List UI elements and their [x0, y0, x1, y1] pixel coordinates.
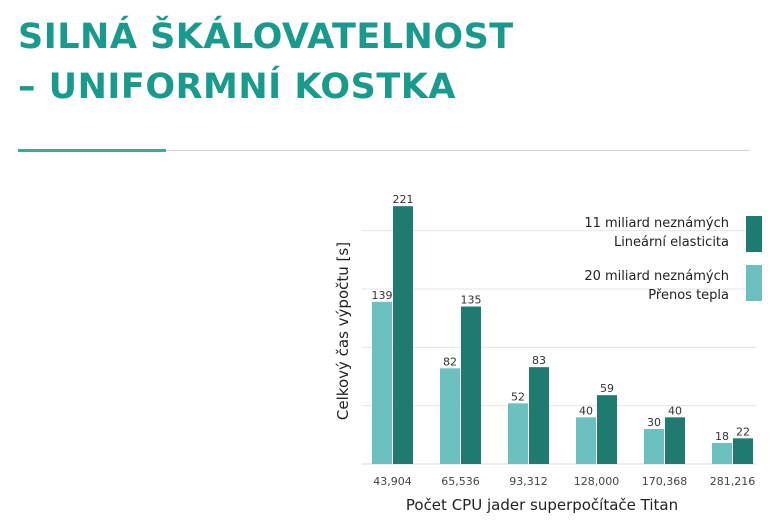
bar-light-5 [644, 429, 664, 464]
title-line-1: SILNÁ ŠKÁLOVATELNOST [18, 17, 514, 57]
legend-label-light-line1: 20 miliard neznámých [584, 269, 729, 284]
bars [372, 206, 753, 464]
data-label: 82 [443, 355, 457, 368]
bar-dark-4 [597, 395, 617, 464]
data-label: 135 [461, 294, 482, 307]
header-divider [18, 150, 750, 151]
title-line-2: – UNIFORMNÍ KOSTKA [18, 67, 456, 107]
data-label: 18 [715, 430, 729, 443]
x-tick-label: 170,368 [642, 475, 688, 488]
legend-item-dark: 11 miliard neznámých Lineární elasticita [584, 214, 729, 252]
bar-light-6 [712, 443, 732, 464]
bar-dark-5 [665, 417, 685, 464]
x-tick-label: 43,904 [373, 475, 412, 488]
x-tick-label: 281,216 [710, 475, 756, 488]
header-accent-bar [18, 149, 166, 152]
bar-light-1 [372, 301, 392, 464]
x-tick-label: 128,000 [574, 475, 620, 488]
page-title: SILNÁ ŠKÁLOVATELNOST – UNIFORMNÍ KOSTKA [18, 12, 514, 112]
data-label: 139 [372, 289, 393, 302]
data-label: 221 [393, 193, 414, 206]
legend-label-dark-line1: 11 miliard neznámých [584, 216, 729, 231]
bar-light-3 [508, 403, 528, 464]
x-axis-title: Počet CPU jader superpočítače Titan [406, 496, 678, 514]
data-label: 59 [600, 382, 614, 395]
gridlines [362, 230, 756, 465]
data-label: 40 [668, 404, 682, 417]
bar-dark-1 [393, 206, 413, 464]
y-axis-title: Celkový čas výpočtu [s] [334, 242, 352, 420]
data-label: 40 [579, 404, 593, 417]
data-label: 22 [736, 425, 750, 438]
legend-item-light: 20 miliard neznámých Přenos tepla [584, 267, 729, 305]
data-labels: 139 221 82 135 52 83 40 59 30 40 18 22 [372, 193, 751, 443]
data-label: 30 [647, 416, 661, 429]
data-label: 83 [532, 354, 546, 367]
legend-swatch-light [746, 265, 762, 301]
x-tick-label: 65,536 [441, 475, 480, 488]
bar-dark-6 [733, 438, 753, 464]
x-tick-labels: 43,904 65,536 93,312 128,000 170,368 281,216 [373, 475, 755, 488]
data-label: 52 [511, 390, 525, 403]
legend-label-dark-line2: Lineární elasticita [613, 235, 729, 250]
legend-label-light-line2: Přenos tepla [648, 288, 729, 303]
bar-dark-2 [461, 306, 481, 464]
bar-dark-3 [529, 367, 549, 464]
bar-light-2 [440, 368, 460, 464]
x-tick-label: 93,312 [509, 475, 548, 488]
legend-swatch-dark [746, 216, 762, 252]
bar-light-4 [576, 417, 596, 464]
